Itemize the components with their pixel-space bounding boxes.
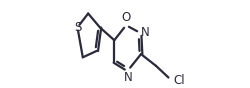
Text: N: N: [124, 71, 132, 84]
Text: Cl: Cl: [173, 74, 185, 87]
Text: O: O: [122, 11, 131, 24]
Text: N: N: [141, 26, 150, 39]
Text: S: S: [74, 21, 81, 34]
